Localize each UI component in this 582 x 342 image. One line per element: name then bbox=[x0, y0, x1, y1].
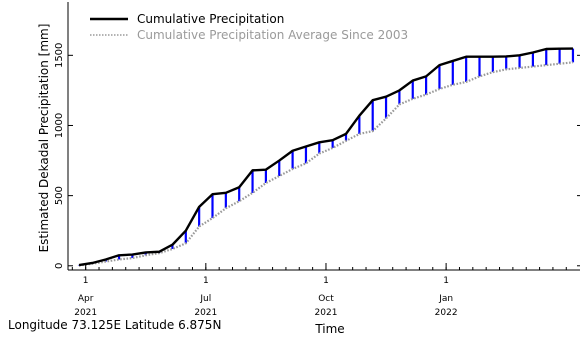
legend-label-average: Cumulative Precipitation Average Since 2… bbox=[137, 28, 408, 42]
x-ticks: 1 Apr 2021 1 Jul 2021 1 Oct 2021 1 Jan 2022 bbox=[71, 263, 567, 318]
y-tick-label: 500 bbox=[54, 186, 65, 205]
x-tick-day: 1 bbox=[443, 276, 449, 286]
x-tick-month: Jul bbox=[199, 294, 211, 304]
y-tick-label: 0 bbox=[54, 263, 65, 269]
y-tick-label: 1000 bbox=[54, 113, 65, 138]
x-tick-year: 2022 bbox=[435, 308, 458, 318]
x-tick-day: 1 bbox=[83, 276, 89, 286]
axes bbox=[67, 2, 580, 271]
cumulative-series-group bbox=[78, 47, 573, 267]
difference-bars bbox=[77, 48, 575, 266]
y-axis-title: Estimated Dekadal Precipitation [mm] bbox=[37, 24, 51, 253]
legend: Cumulative Precipitation Cumulative Prec… bbox=[90, 12, 408, 42]
x-tick-month: Oct bbox=[318, 294, 334, 304]
x-tick-year: 2021 bbox=[315, 308, 338, 318]
y-tick-label: 1500 bbox=[54, 43, 65, 68]
x-tick-year: 2021 bbox=[194, 308, 217, 318]
series-line-average bbox=[78, 61, 574, 267]
series-line-cumulative bbox=[78, 47, 573, 267]
x-tick-day: 1 bbox=[323, 276, 329, 286]
x-tick-month: Jan bbox=[438, 294, 453, 304]
y-ticks: 0 500 1000 1500 bbox=[54, 43, 580, 269]
x-tick-month: Apr bbox=[78, 294, 94, 304]
x-tick-day: 1 bbox=[203, 276, 209, 286]
average-series-group bbox=[78, 61, 574, 267]
x-axis-title: Time bbox=[314, 322, 344, 336]
x-tick-year: 2021 bbox=[74, 308, 97, 318]
legend-label-cumulative: Cumulative Precipitation bbox=[137, 12, 284, 26]
location-label: Longitude 73.125E Latitude 6.875N bbox=[8, 318, 221, 332]
